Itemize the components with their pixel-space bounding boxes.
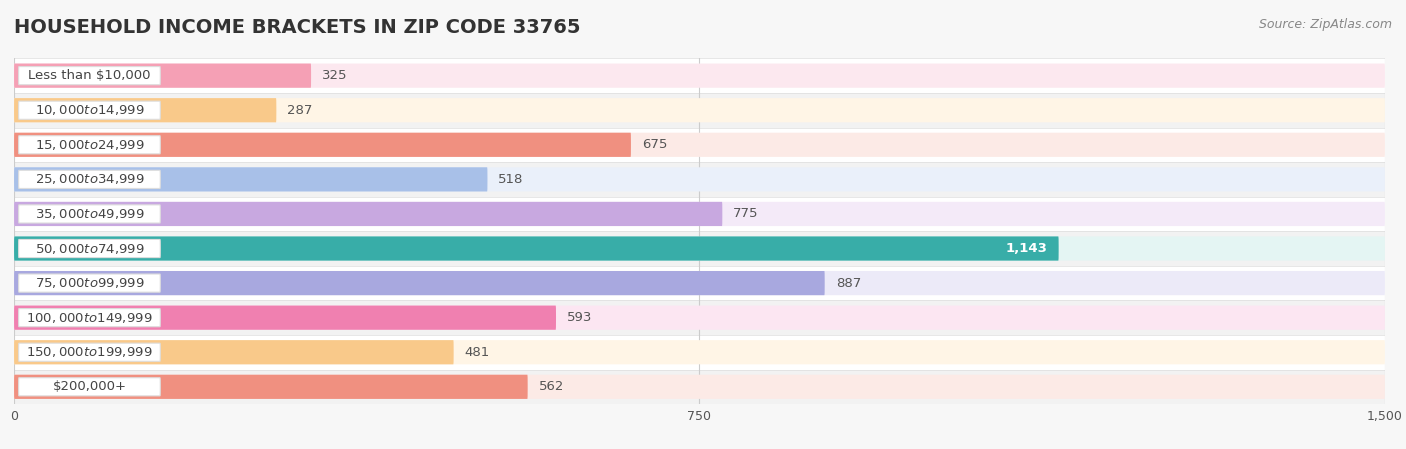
FancyBboxPatch shape xyxy=(18,170,160,189)
Text: HOUSEHOLD INCOME BRACKETS IN ZIP CODE 33765: HOUSEHOLD INCOME BRACKETS IN ZIP CODE 33… xyxy=(14,18,581,37)
Text: 481: 481 xyxy=(464,346,489,359)
Text: 775: 775 xyxy=(734,207,759,220)
FancyBboxPatch shape xyxy=(14,167,488,191)
Text: Source: ZipAtlas.com: Source: ZipAtlas.com xyxy=(1258,18,1392,31)
FancyBboxPatch shape xyxy=(14,306,1385,330)
FancyBboxPatch shape xyxy=(14,64,311,88)
FancyBboxPatch shape xyxy=(14,167,1385,191)
FancyBboxPatch shape xyxy=(18,66,160,85)
FancyBboxPatch shape xyxy=(14,306,555,330)
Bar xyxy=(14,266,1385,300)
FancyBboxPatch shape xyxy=(14,98,277,122)
FancyBboxPatch shape xyxy=(14,375,527,399)
FancyBboxPatch shape xyxy=(18,205,160,223)
Text: $200,000+: $200,000+ xyxy=(52,380,127,393)
FancyBboxPatch shape xyxy=(18,308,160,327)
Text: 593: 593 xyxy=(567,311,592,324)
FancyBboxPatch shape xyxy=(14,340,1385,364)
Bar xyxy=(14,335,1385,370)
Text: $15,000 to $24,999: $15,000 to $24,999 xyxy=(35,138,145,152)
FancyBboxPatch shape xyxy=(18,378,160,396)
FancyBboxPatch shape xyxy=(14,237,1385,260)
Text: $50,000 to $74,999: $50,000 to $74,999 xyxy=(35,242,145,255)
Text: Less than $10,000: Less than $10,000 xyxy=(28,69,150,82)
FancyBboxPatch shape xyxy=(14,271,1385,295)
Text: $150,000 to $199,999: $150,000 to $199,999 xyxy=(27,345,153,359)
FancyBboxPatch shape xyxy=(18,239,160,258)
FancyBboxPatch shape xyxy=(14,237,1059,260)
Bar xyxy=(14,300,1385,335)
Text: 325: 325 xyxy=(322,69,347,82)
Text: $100,000 to $149,999: $100,000 to $149,999 xyxy=(27,311,153,325)
FancyBboxPatch shape xyxy=(14,133,631,157)
Text: 287: 287 xyxy=(287,104,312,117)
Bar xyxy=(14,58,1385,93)
FancyBboxPatch shape xyxy=(14,64,1385,88)
Bar xyxy=(14,231,1385,266)
FancyBboxPatch shape xyxy=(18,343,160,361)
Text: $35,000 to $49,999: $35,000 to $49,999 xyxy=(35,207,145,221)
Text: 675: 675 xyxy=(643,138,668,151)
FancyBboxPatch shape xyxy=(14,375,1385,399)
FancyBboxPatch shape xyxy=(14,202,1385,226)
FancyBboxPatch shape xyxy=(14,271,825,295)
FancyBboxPatch shape xyxy=(18,101,160,119)
Text: $25,000 to $34,999: $25,000 to $34,999 xyxy=(35,172,145,186)
Bar xyxy=(14,197,1385,231)
Text: 562: 562 xyxy=(538,380,564,393)
FancyBboxPatch shape xyxy=(14,340,454,364)
Text: $75,000 to $99,999: $75,000 to $99,999 xyxy=(35,276,145,290)
FancyBboxPatch shape xyxy=(14,202,723,226)
Bar xyxy=(14,93,1385,128)
Bar xyxy=(14,162,1385,197)
Text: 518: 518 xyxy=(499,173,524,186)
FancyBboxPatch shape xyxy=(14,98,1385,122)
Text: 1,143: 1,143 xyxy=(1005,242,1047,255)
FancyBboxPatch shape xyxy=(18,274,160,292)
FancyBboxPatch shape xyxy=(14,133,1385,157)
Bar xyxy=(14,370,1385,404)
FancyBboxPatch shape xyxy=(18,136,160,154)
Text: $10,000 to $14,999: $10,000 to $14,999 xyxy=(35,103,145,117)
Bar xyxy=(14,128,1385,162)
Text: 887: 887 xyxy=(835,277,860,290)
